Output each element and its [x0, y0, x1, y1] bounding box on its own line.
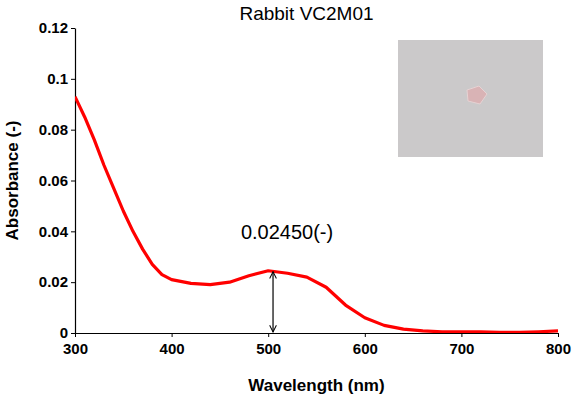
x-tick-label: 700: [449, 340, 474, 357]
y-tick-mark: [71, 28, 75, 29]
x-tick: 800: [546, 333, 571, 357]
y-tick-label: 0.1: [47, 70, 68, 87]
x-tick-mark: [558, 333, 559, 337]
y-axis: 0 0.02 0.04 0.06 0.08 0.1 0.12: [39, 19, 76, 341]
y-axis-line: [75, 29, 76, 334]
x-tick-mark: [75, 333, 76, 337]
x-axis: 300 400 500 600 700 800: [63, 333, 571, 357]
y-tick-label: 0: [60, 324, 68, 341]
x-tick-mark: [268, 333, 269, 337]
inset-photo: [398, 40, 543, 157]
y-tick-mark: [71, 130, 75, 131]
y-tick-mark: [71, 181, 75, 182]
y-tick-label: 0.02: [39, 273, 68, 290]
y-tick-label: 0.12: [39, 19, 68, 36]
title: Rabbit VC2M01: [239, 3, 373, 24]
y-tick: 0.04: [39, 223, 75, 240]
y-tick-mark: [71, 333, 75, 334]
spectrum-line: [75, 97, 558, 333]
annotation-label: 0.02450(-): [241, 221, 333, 243]
x-tick-mark: [365, 333, 366, 337]
x-tick-label: 800: [546, 340, 571, 357]
x-tick-mark: [172, 333, 173, 337]
y-axis-title: Absorbance (-): [3, 121, 22, 241]
x-tick-label: 300: [63, 340, 88, 357]
y-tick-mark: [71, 282, 75, 283]
y-tick-label: 0.04: [39, 223, 69, 240]
y-tick: 0.12: [39, 19, 75, 36]
x-tick: 600: [353, 333, 378, 357]
inset-background: [398, 40, 543, 157]
y-tick: 0.02: [39, 273, 75, 290]
chart: 300 400 500 600 700 800 0 0.02 0.04 0.06 0.08 0.1 0.…: [0, 0, 582, 405]
y-tick-label: 0.08: [39, 121, 68, 138]
y-tick-label: 0.06: [39, 172, 68, 189]
y-tick: 0.08: [39, 121, 75, 138]
inset-sample: [467, 86, 487, 104]
x-tick: 700: [449, 333, 474, 357]
x-tick-mark: [461, 333, 462, 337]
annotation-arrow: [272, 272, 273, 332]
plot: 300 400 500 600 700 800 0 0.02 0.04 0.06 0.08 0.1 0.…: [39, 19, 571, 357]
x-axis-title: Wavelength (nm): [248, 376, 384, 395]
x-axis-line: [76, 333, 559, 334]
x-tick: 400: [160, 333, 185, 357]
y-tick-mark: [71, 79, 75, 80]
y-tick-mark: [71, 231, 75, 232]
y-tick: 0.1: [47, 70, 75, 87]
x-tick-label: 400: [160, 340, 185, 357]
x-tick: 500: [256, 333, 281, 357]
data-group: [75, 97, 558, 333]
y-tick: 0.06: [39, 172, 75, 189]
x-tick-label: 600: [353, 340, 378, 357]
x-tick-label: 500: [256, 340, 281, 357]
y-tick: 0: [60, 324, 75, 341]
